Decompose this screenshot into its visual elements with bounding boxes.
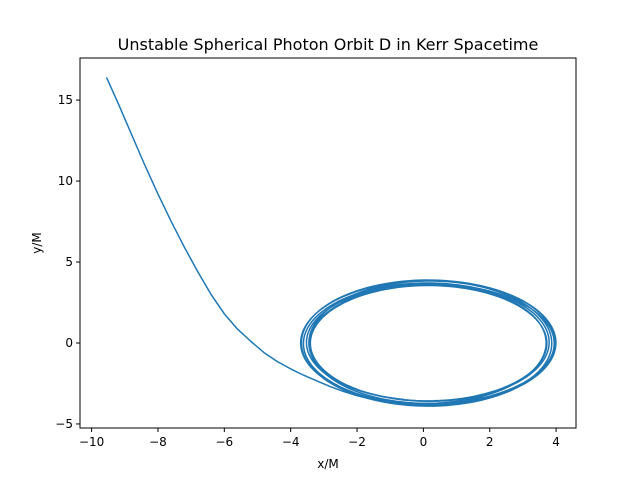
y-axis-ticks: −5 0 5 10 15 [55,93,80,431]
y-tick-label: −5 [55,417,73,431]
x-tick-label: −10 [79,435,104,449]
plot-area [105,77,557,407]
x-axis-label: x/M [317,457,339,471]
y-tick-label: 0 [65,336,73,350]
plot-frame [79,57,577,429]
x-tick-label: 4 [552,435,560,449]
x-tick-label: −4 [282,435,300,449]
orbit-series-line [105,77,557,407]
x-tick-label: −6 [215,435,233,449]
x-tick-label: −2 [348,435,366,449]
chart-title: Unstable Spherical Photon Orbit D in Ker… [118,35,539,54]
y-axis-label: y/M [30,232,44,254]
y-tick-label: 5 [65,255,73,269]
x-tick-label: 2 [486,435,494,449]
y-tick-label: 10 [58,174,73,188]
y-tick-label: 15 [58,93,73,107]
x-tick-label: −8 [149,435,167,449]
x-tick-label: 0 [420,435,428,449]
x-axis-ticks: −10 −8 −6 −4 −2 0 2 4 [79,428,560,449]
